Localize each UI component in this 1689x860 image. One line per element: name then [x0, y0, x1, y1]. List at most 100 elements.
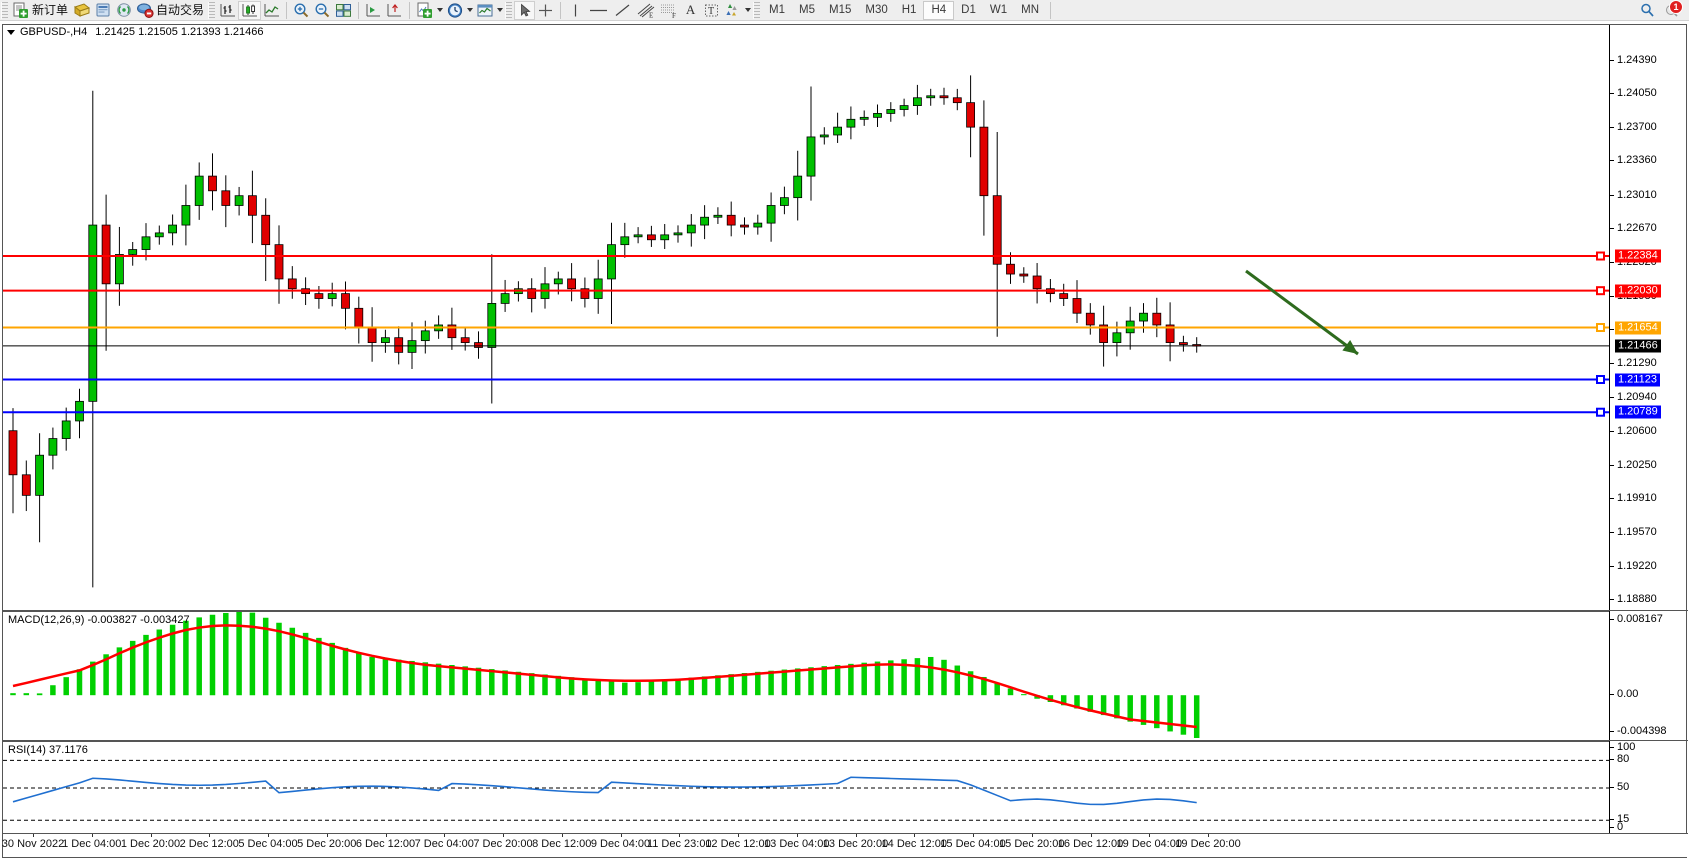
price-level-label[interactable]: 1.22030: [1615, 284, 1661, 298]
tile-windows-button[interactable]: [333, 1, 354, 20]
price-axis-label: 1.20940: [1617, 391, 1657, 404]
chart-shift-button[interactable]: [384, 1, 405, 20]
macd-axis[interactable]: 0.008167 0.00 -0.004398: [1610, 611, 1688, 739]
shapes-tool-button[interactable]: [722, 1, 743, 20]
timeframe-m30[interactable]: M30: [865, 3, 888, 16]
broadcast-icon: [116, 3, 131, 17]
horizontal-line-tool-button[interactable]: [586, 1, 611, 20]
clock-icon: [447, 2, 462, 18]
time-axis-label: 13 Dec 20:00: [822, 838, 889, 850]
rsi-title: RSI(14) 37.1176: [8, 744, 88, 756]
period-dropdown-arrow[interactable]: [467, 8, 474, 12]
templates-dropdown-arrow[interactable]: [497, 8, 504, 12]
vertical-line-tool-button[interactable]: [565, 1, 586, 20]
text-tool-button[interactable]: A: [680, 1, 701, 20]
price-level-label[interactable]: 1.21466: [1615, 339, 1661, 353]
time-axis[interactable]: 30 Nov 2022 1 Dec 04:00 1 Dec 20:00 2 Dec 1…: [2, 833, 1688, 857]
timeframe-mn[interactable]: MN: [1021, 3, 1039, 16]
time-axis-label: 6 Dec 12:00: [355, 838, 416, 850]
fibonacci-tool-button[interactable]: F: [657, 1, 680, 20]
time-axis-label: 16 Dec 12:00: [1057, 838, 1124, 850]
macd-pane[interactable]: MACD(12,26,9) -0.003827 -0.003427: [3, 611, 1609, 739]
rsi-axis-label: 0: [1617, 821, 1624, 833]
search-button[interactable]: [1637, 1, 1658, 20]
price-axis-tick: [1610, 59, 1614, 61]
line-chart-button[interactable]: [261, 1, 282, 20]
zoom-out-button[interactable]: [312, 1, 333, 20]
price-axis-label: 1.24390: [1617, 53, 1657, 66]
price-axis[interactable]: 1.24390 1.24050 1.23700 1.23360 1.23010 1.226…: [1610, 39, 1688, 607]
equidistant-channel-tool-button[interactable]: E: [634, 1, 657, 20]
timeframe-h4[interactable]: H4: [923, 0, 955, 20]
bar-chart-button[interactable]: [217, 1, 238, 20]
toolbar-grip-3[interactable]: [505, 1, 513, 19]
search-icon: [1641, 3, 1654, 17]
rsi-axis[interactable]: 100 80 50 15 0: [1610, 741, 1688, 833]
price-level-label[interactable]: 1.21123: [1615, 373, 1660, 386]
add-indicator-icon: [417, 2, 432, 18]
toolbar-grip-2[interactable]: [208, 1, 216, 19]
rsi-axis-tick: [1610, 747, 1614, 748]
cursor-tool-button[interactable]: [514, 0, 536, 20]
shapes-dropdown-arrow[interactable]: [745, 8, 752, 12]
time-axis-label: 15 Dec 20:00: [999, 838, 1065, 850]
rsi-pane[interactable]: RSI(14) 37.1176: [3, 741, 1609, 833]
new-order-button[interactable]: [10, 1, 31, 20]
time-axis-label: 14 Dec 12:00: [881, 838, 947, 850]
chart-shift-icon: [387, 3, 402, 16]
toolbar-separator-1: [286, 1, 288, 19]
market-watch-button[interactable]: [92, 1, 113, 20]
zoom-in-icon: [294, 2, 309, 17]
signals-button[interactable]: [113, 1, 134, 20]
price-level-label[interactable]: 1.21654: [1615, 321, 1661, 334]
price-axis-tick: [1610, 363, 1614, 365]
autoscroll-button[interactable]: [363, 1, 384, 20]
time-axis-tick: [150, 834, 152, 837]
add-indicator-dropdown-arrow[interactable]: [437, 8, 444, 12]
price-axis-tick: [1610, 262, 1614, 264]
price-axis-tick: [1610, 228, 1614, 229]
time-axis-label: 7 Dec 20:00: [473, 838, 533, 850]
time-axis-tick: [268, 834, 269, 837]
time-axis-label: 1 Dec 04:00: [62, 838, 122, 850]
autotrade-button[interactable]: [134, 1, 155, 20]
new-order-icon: [13, 2, 28, 18]
price-axis-label: 1.18880: [1617, 593, 1657, 606]
text-label-tool-button[interactable]: T: [701, 1, 722, 20]
period-button[interactable]: [444, 1, 465, 20]
add-indicator-button[interactable]: [414, 1, 435, 20]
chart-window[interactable]: GBPUSD-,H4 1.21425 1.21505 1.21393 1.214…: [2, 24, 1688, 858]
main-toolbar: 新订单 自动交易: [0, 0, 1689, 21]
price-axis-tick: [1610, 328, 1614, 330]
crosshair-icon: [539, 4, 553, 16]
price-pane[interactable]: [3, 39, 1609, 607]
svg-text:T: T: [708, 6, 714, 17]
timeframe-m5[interactable]: M5: [799, 3, 815, 16]
pane-divider-rsi: [3, 740, 1688, 741]
trendline-tool-button[interactable]: [611, 1, 634, 20]
toolbar-grip-4[interactable]: [753, 1, 761, 19]
time-axis-tick: [1090, 834, 1092, 837]
timeframe-m15[interactable]: M15: [829, 3, 852, 16]
crosshair-tool-button[interactable]: [535, 1, 556, 20]
tools-button[interactable]: [71, 1, 92, 20]
timeframe-m1[interactable]: M1: [769, 3, 786, 16]
price-level-label[interactable]: 1.22384: [1615, 249, 1661, 263]
timeframe-d1[interactable]: D1: [961, 3, 976, 16]
zoom-in-button[interactable]: [291, 1, 312, 20]
notifications-button[interactable]: 1: [1664, 0, 1683, 19]
rsi-axis-label: 100: [1617, 741, 1636, 753]
price-axis-label: 1.23010: [1617, 188, 1657, 201]
timeframe-h1[interactable]: H1: [901, 3, 917, 16]
toolbar-grip[interactable]: [1, 1, 8, 19]
price-axis-tick: [1610, 599, 1614, 601]
timeframe-w1[interactable]: W1: [989, 3, 1008, 16]
new-order-label: 新订单: [32, 2, 69, 17]
candlestick-chart-button[interactable]: [238, 0, 262, 20]
price-axis-tick: [1610, 465, 1614, 466]
templates-button[interactable]: [474, 1, 495, 20]
price-level-label[interactable]: 1.20789: [1615, 405, 1661, 419]
rsi-axis-label: 15: [1617, 813, 1630, 826]
chart-menu-triangle-icon[interactable]: [7, 29, 15, 35]
toolbar-separator-4: [560, 1, 562, 19]
